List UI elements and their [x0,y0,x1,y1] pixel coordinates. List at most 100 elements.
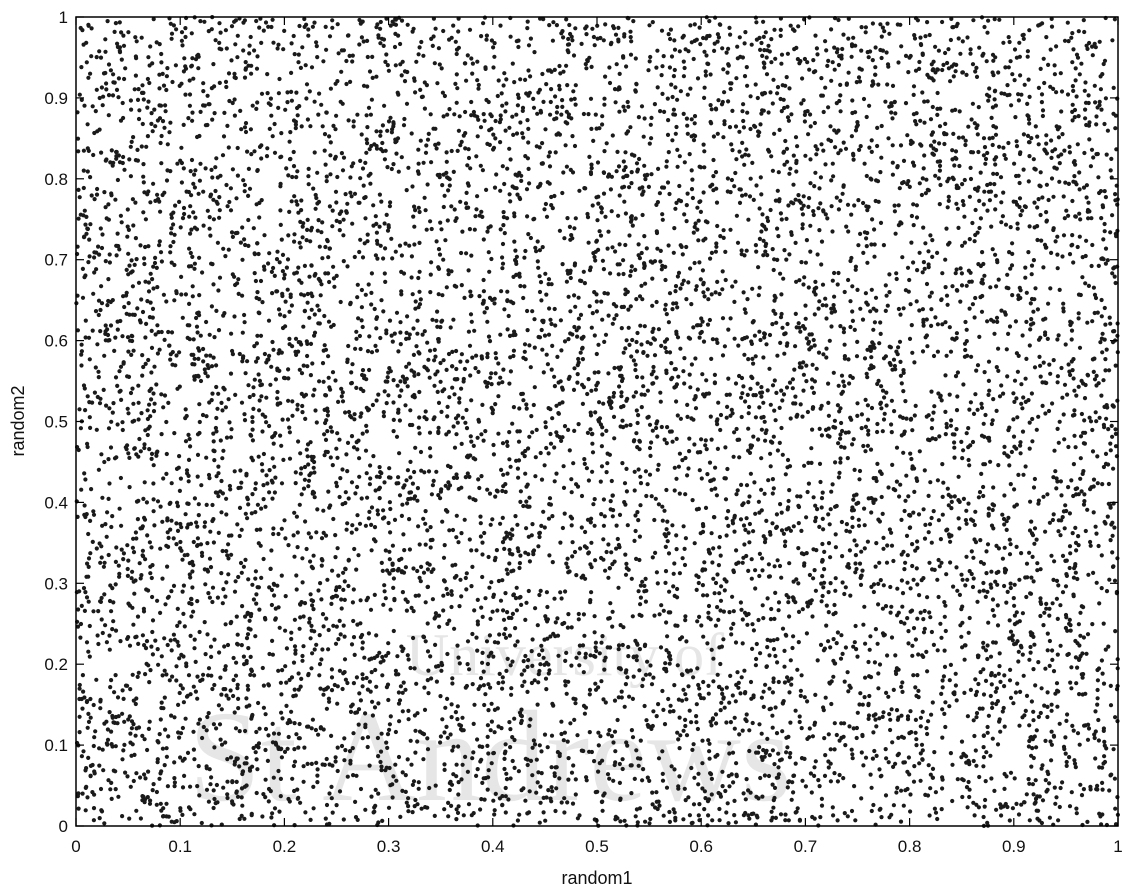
scatter-point [1104,347,1109,352]
scatter-point [1032,734,1037,739]
scatter-point [781,276,786,281]
scatter-point [783,539,788,544]
scatter-point [456,744,461,749]
scatter-point [481,683,486,688]
scatter-point [583,529,588,535]
scatter-point [838,324,843,329]
scatter-point [603,332,609,337]
scatter-point [989,421,995,427]
scatter-point [270,435,275,440]
scatter-point [201,672,206,677]
scatter-point [768,464,773,469]
scatter-point [697,686,702,691]
scatter-point [117,369,122,374]
scatter-point [1020,611,1025,616]
scatter-point [210,117,215,122]
scatter-point [305,300,310,305]
scatter-point [942,711,947,717]
scatter-point [852,467,857,472]
scatter-point [527,723,532,728]
scatter-point [259,506,264,511]
scatter-point [333,755,338,760]
scatter-point [1070,531,1075,536]
scatter-point [297,721,302,727]
scatter-point [172,298,177,303]
scatter-point [176,643,181,648]
scatter-point [287,336,292,341]
scatter-point [997,144,1002,149]
scatter-point [209,167,214,172]
scatter-point [948,560,953,565]
scatter-point [1103,246,1109,251]
scatter-point [180,43,185,48]
scatter-point [338,632,343,637]
scatter-point [767,653,772,658]
scatter-point [336,637,341,642]
scatter-point [1069,359,1074,364]
scatter-point [395,654,400,659]
scatter-point [1055,380,1060,385]
scatter-point [409,131,414,136]
scatter-point [1082,88,1087,93]
scatter-point [878,578,883,583]
scatter-point [454,100,459,105]
scatter-point [329,429,335,434]
scatter-point [187,436,192,442]
scatter-point [711,656,716,661]
scatter-point [97,746,102,751]
scatter-point [88,71,93,76]
scatter-point [301,324,306,329]
scatter-point [538,181,543,186]
scatter-point [1049,553,1054,558]
scatter-point [683,614,688,619]
scatter-point [532,216,537,221]
scatter-point [295,113,300,118]
scatter-point [230,234,235,239]
scatter-point [693,287,699,292]
scatter-point [374,238,380,243]
scatter-point [824,48,829,53]
scatter-point [95,633,100,638]
scatter-point [537,652,542,658]
scatter-point [943,603,948,608]
scatter-point [172,784,177,789]
scatter-point [221,448,226,453]
scatter-point [983,648,989,653]
scatter-point [382,515,387,520]
scatter-point [549,785,554,790]
scatter-point [349,380,354,386]
scatter-point [888,727,893,733]
scatter-point [637,156,642,162]
scatter-point [695,205,700,210]
scatter-point [259,40,264,46]
scatter-point [893,761,898,766]
scatter-point [292,239,297,244]
scatter-point [601,401,606,406]
scatter-point [346,33,351,38]
scatter-point [433,372,438,377]
scatter-point [897,494,902,499]
scatter-point [976,105,981,110]
scatter-point [851,726,856,731]
scatter-point [654,202,659,207]
scatter-point [253,569,258,574]
scatter-point [422,685,427,690]
scatter-point [355,622,360,627]
scatter-point [223,405,228,410]
scatter-point [257,408,262,413]
scatter-point [503,128,508,133]
scatter-point [653,550,658,556]
scatter-point [346,409,352,415]
scatter-point [390,562,395,567]
scatter-point [595,218,600,223]
scatter-point [537,534,542,540]
scatter-point [510,735,515,740]
scatter-point [525,26,530,31]
scatter-point [83,318,88,323]
scatter-point [847,529,853,534]
scatter-point [212,449,217,454]
scatter-point [365,38,370,44]
scatter-point [827,434,832,439]
scatter-point [426,691,431,696]
scatter-point [139,144,144,149]
